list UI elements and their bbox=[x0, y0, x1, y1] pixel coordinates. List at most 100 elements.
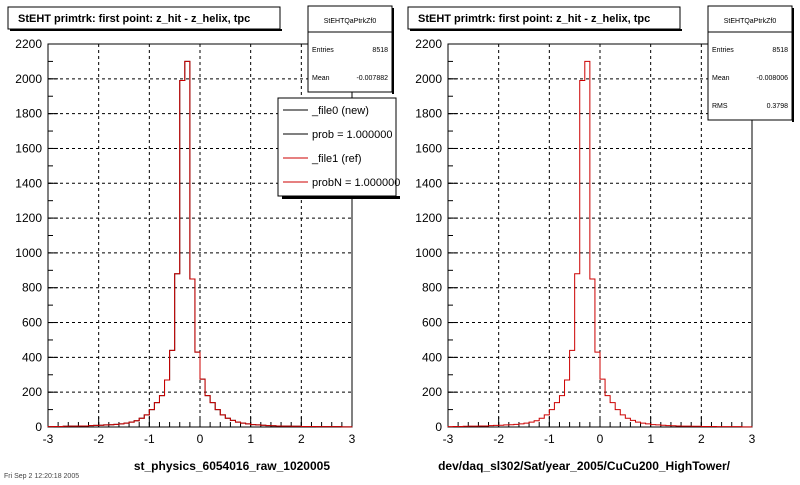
histogram-bin bbox=[635, 422, 640, 427]
histogram-bin bbox=[468, 426, 473, 427]
histogram-bin bbox=[600, 379, 605, 427]
histogram-bin bbox=[453, 426, 458, 427]
y-tick-label: 1800 bbox=[415, 107, 442, 121]
x-tick-label: 0 bbox=[197, 432, 204, 446]
histogram-bin bbox=[463, 426, 468, 427]
x-tick-label: -3 bbox=[43, 432, 54, 446]
histogram-bin bbox=[671, 426, 676, 427]
stats-value: 0.3798 bbox=[767, 103, 789, 110]
histogram-bin bbox=[615, 410, 620, 427]
y-tick-label: 1400 bbox=[415, 176, 442, 190]
timestamp-label: Fri Sep 2 12:20:18 2005 bbox=[4, 473, 79, 480]
histogram-bin bbox=[514, 424, 519, 427]
y-tick-label: 2200 bbox=[15, 37, 42, 51]
y-tick-label: 200 bbox=[22, 385, 42, 399]
histogram-bin bbox=[159, 396, 164, 427]
histogram-bin bbox=[554, 403, 559, 427]
histogram-bin bbox=[63, 426, 68, 427]
histogram-bin bbox=[220, 415, 225, 427]
stats-box-shadow bbox=[792, 8, 794, 122]
histogram-bin bbox=[529, 422, 534, 427]
histogram-bin bbox=[251, 425, 256, 427]
y-tick-label: 1200 bbox=[415, 211, 442, 225]
x-tick-label: 1 bbox=[247, 432, 254, 446]
histogram-bin bbox=[53, 426, 58, 427]
plot-title: StEHT primtrk: first point: z_hit - z_he… bbox=[18, 13, 250, 25]
histogram-bin bbox=[575, 274, 580, 427]
histogram-bin bbox=[478, 426, 483, 427]
histogram-bin bbox=[489, 426, 494, 427]
histogram-bin bbox=[565, 380, 570, 427]
histogram-bin bbox=[170, 350, 175, 427]
histogram-bin bbox=[301, 426, 306, 427]
histogram-bin bbox=[559, 396, 564, 427]
histogram-bin bbox=[630, 420, 635, 427]
x-tick-label: 2 bbox=[698, 432, 705, 446]
y-tick-label: 600 bbox=[22, 316, 42, 330]
histogram-bin bbox=[681, 426, 686, 427]
y-tick-label: 800 bbox=[22, 281, 42, 295]
legend-label: _file1 (ref) bbox=[311, 153, 362, 165]
histogram-bin bbox=[595, 352, 600, 427]
histogram-bin bbox=[651, 425, 656, 427]
y-tick-label: 200 bbox=[422, 385, 442, 399]
stats-label: Entries bbox=[712, 47, 734, 54]
stats-label: Mean bbox=[712, 75, 730, 82]
histogram-bin bbox=[473, 426, 478, 427]
histogram-bin bbox=[570, 350, 575, 427]
legend-shadow bbox=[282, 196, 400, 199]
x-tick-label: 3 bbox=[349, 432, 356, 446]
histogram-bin bbox=[580, 81, 585, 427]
histogram-bin bbox=[286, 426, 291, 427]
x-tick-label: 0 bbox=[597, 432, 604, 446]
histogram-bin bbox=[701, 426, 706, 427]
y-tick-label: 2200 bbox=[415, 37, 442, 51]
y-tick-label: 1400 bbox=[15, 176, 42, 190]
histogram-bin bbox=[139, 418, 144, 427]
histogram-bin bbox=[509, 425, 514, 427]
y-tick-label: 1600 bbox=[415, 141, 442, 155]
stats-label: Mean bbox=[312, 75, 330, 82]
histogram-bin bbox=[544, 415, 549, 427]
y-tick-label: 2000 bbox=[415, 72, 442, 86]
legend-label: prob = 1.000000 bbox=[312, 129, 392, 141]
stats-value: -0.007882 bbox=[356, 75, 388, 82]
histogram-bin bbox=[585, 61, 590, 427]
y-tick-label: 0 bbox=[435, 420, 442, 434]
histogram-bin bbox=[605, 396, 610, 427]
x-tick-label: -1 bbox=[544, 432, 555, 446]
histogram-bin bbox=[261, 425, 266, 427]
histogram-bin bbox=[154, 403, 159, 427]
histogram-bin bbox=[590, 279, 595, 427]
histogram-bin bbox=[494, 425, 499, 427]
histogram-bin bbox=[241, 423, 246, 427]
histogram-bin bbox=[549, 410, 554, 427]
histogram-bin bbox=[109, 425, 114, 427]
histogram-bin bbox=[180, 81, 185, 427]
histogram-bin bbox=[230, 420, 235, 427]
histogram-bin bbox=[646, 424, 651, 427]
histogram-bin bbox=[175, 274, 180, 427]
histogram-bin bbox=[165, 380, 170, 427]
histogram-bin bbox=[691, 426, 696, 427]
stats-name: StEHTQaPtrkZf0 bbox=[724, 18, 777, 25]
title-box-shadow bbox=[410, 29, 682, 31]
histogram-bin bbox=[210, 403, 215, 427]
x-tick-label: 2 bbox=[298, 432, 305, 446]
histogram-bin bbox=[215, 410, 220, 427]
histogram-bin bbox=[696, 426, 701, 427]
stats-value: 8518 bbox=[772, 47, 788, 54]
x-tick-label: 1 bbox=[647, 432, 654, 446]
histogram-bin bbox=[200, 379, 205, 427]
histogram-bin bbox=[519, 424, 524, 427]
x-tick-label: -2 bbox=[493, 432, 504, 446]
plot-title: StEHT primtrk: first point: z_hit - z_he… bbox=[418, 13, 650, 25]
histogram-bin bbox=[661, 425, 666, 427]
histogram-bin bbox=[266, 426, 271, 427]
y-tick-label: 600 bbox=[422, 316, 442, 330]
histogram-bin bbox=[205, 396, 210, 427]
stats-label: RMS bbox=[712, 103, 728, 110]
title-box: StEHT primtrk: first point: z_hit - z_he… bbox=[8, 7, 282, 31]
